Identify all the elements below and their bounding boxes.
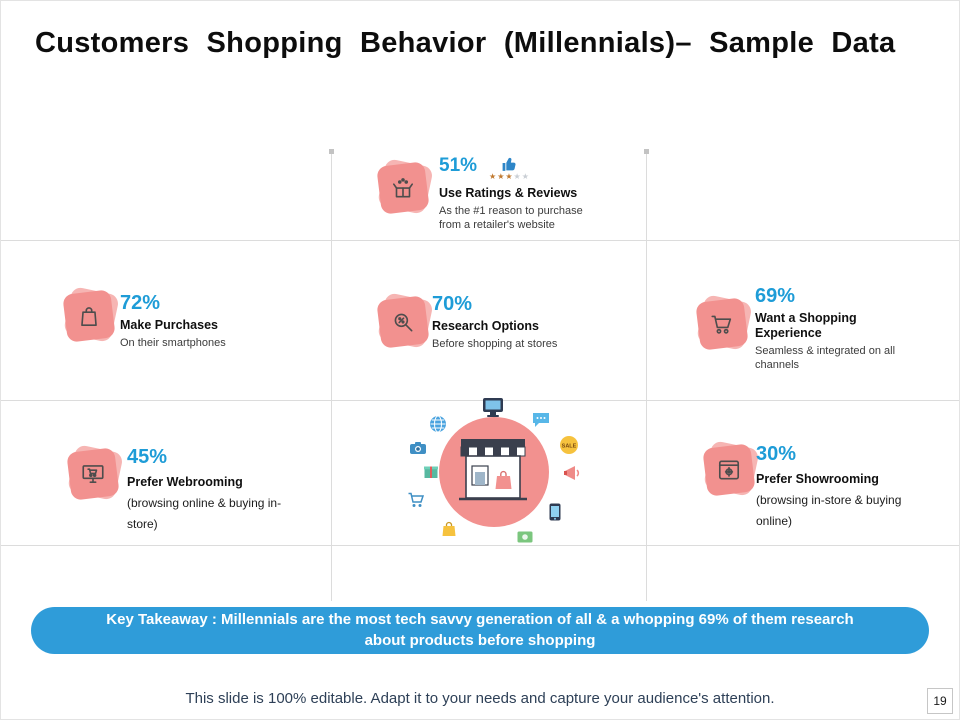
page-number: 19 [927,688,953,714]
stat-69-heading: Want a Shopping Experience [755,311,857,340]
cart-small-icon [408,492,425,507]
star-rating: ★★★★★ [489,172,530,181]
magnifier-icon [394,313,413,332]
stat-69-desc: Seamless & integrated on all channels [755,345,896,372]
stat-51: 51% ★★★★★ Use Ratings & Reviews As the #… [439,156,609,233]
stat-51-percent: 51% [439,155,478,176]
browser-gear-icon [718,460,740,480]
key-takeaway-banner: Key Takeaway : Millennials are the most … [31,607,929,654]
grid-dot [644,149,649,154]
stat-30-label: Prefer Showrooming (browsing in-store & … [756,472,902,528]
stat-70-badge [376,291,434,349]
stat-69-badge [695,293,753,351]
grid-vline [646,152,647,601]
stat-45-percent: 45% [127,446,168,468]
grid-hline [1,545,959,546]
smartphone-icon [549,503,561,521]
grid-hline [1,240,959,241]
shopping-bag-icon [81,307,97,327]
stat-70: 70% Research Options Before shopping at … [432,294,592,351]
footer-note: This slide is 100% editable. Adapt it to… [185,690,775,707]
stat-51-desc: As the #1 reason to purchase from a reta… [439,205,583,232]
stat-45: 45% Prefer Webrooming (browsing online &… [127,447,299,534]
storefront-icon [459,439,527,501]
thumbs-up-icon [502,157,516,171]
stat-51-badge [376,157,434,215]
stat-30-percent: 30% [756,443,797,465]
grid-hline [1,400,959,401]
page-title: Customers Shopping Behavior (Millennials… [35,27,896,59]
grid-vline [331,152,332,601]
gift-box-icon [424,466,438,478]
stat-72: 72% Make Purchases On their smartphones [120,293,280,350]
stat-45-badge [66,443,124,501]
svg-text:SALE: SALE [562,443,577,449]
yellow-bag-icon [442,521,456,536]
stat-51-heading: Use Ratings & Reviews [439,186,578,200]
storefront-illustration: SALE [401,398,591,559]
globe-icon [430,415,446,433]
stat-72-desc: On their smartphones [120,337,226,349]
grid-dot [329,149,334,154]
stat-30-badge [702,439,760,497]
cash-icon [517,531,533,543]
sale-tag-icon: SALE [560,436,578,454]
stat-30: 30% Prefer Showrooming (browsing in-stor… [756,444,934,531]
stat-69-percent: 69% [755,285,796,307]
monitor-icon [483,398,503,417]
stat-72-heading: Make Purchases [120,318,218,332]
stat-45-label: Prefer Webrooming (browsing online & buy… [127,475,282,531]
surprise-gift-icon [392,178,414,198]
monitor-cart-icon [82,465,104,483]
stat-72-percent: 72% [120,292,161,314]
stat-72-badge [62,285,120,343]
stat-70-desc: Before shopping at stores [432,338,558,350]
shopping-cart-icon [711,315,732,334]
stat-70-percent: 70% [432,293,473,315]
camera-icon [410,442,426,454]
chat-bubble-icon [533,413,549,427]
stat-70-heading: Research Options [432,319,539,333]
stat-69: 69% Want a Shopping Experience Seamless … [755,286,920,373]
megaphone-icon [564,466,580,480]
